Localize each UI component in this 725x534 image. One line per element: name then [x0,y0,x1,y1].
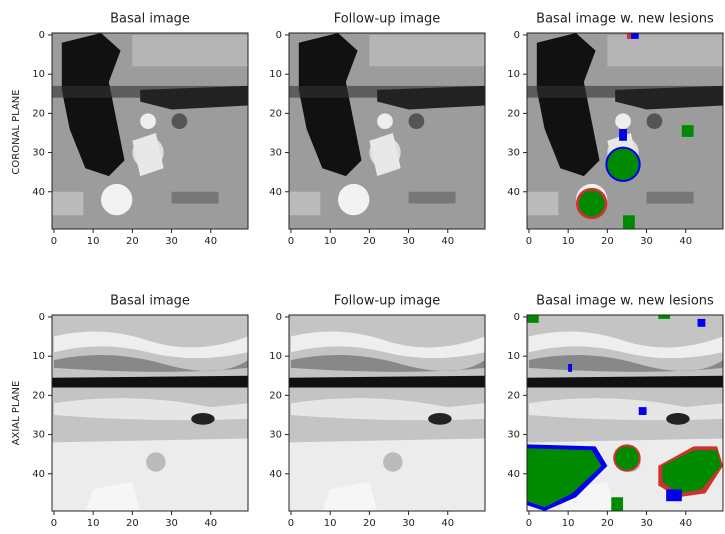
y-tick-label: 30 [269,148,282,159]
x-tick-label: 20 [126,236,139,247]
y-tick-label: 40 [32,469,45,480]
y-tick-label: 0 [276,30,282,41]
y-tick-label: 40 [507,469,520,480]
x-tick-label: 30 [402,518,415,529]
panel-title: Basal image w. new lesions [536,12,714,27]
y-tick-label: 30 [32,148,45,159]
x-tick-label: 40 [204,236,217,247]
x-tick-label: 10 [87,236,100,247]
x-tick-label: 40 [679,236,692,247]
panel-title: Follow-up image [334,12,441,27]
x-tick-label: 10 [324,518,337,529]
panel-title: Basal image [110,12,190,27]
panel-title: Basal image w. new lesions [536,294,714,309]
panel-title: Basal image [110,294,190,309]
panel-title: Follow-up image [334,294,441,309]
y-tick-label: 40 [32,187,45,198]
y-tick-label: 20 [507,390,520,401]
x-tick-label: 30 [640,518,653,529]
x-tick-label: 20 [363,236,376,247]
x-tick-label: 10 [324,236,337,247]
x-tick-label: 30 [165,518,178,529]
figure: CORONAL PLANE AXIAL PLANE Basal image 0 10… [0,0,725,534]
y-tick-label: 20 [32,390,45,401]
y-tick-label: 40 [269,187,282,198]
y-tick-label: 0 [514,312,520,323]
x-tick-label: 30 [402,236,415,247]
x-tick-label: 20 [126,518,139,529]
x-tick-label: 20 [601,518,614,529]
x-tick-label: 40 [679,518,692,529]
x-tick-label: 0 [288,518,294,529]
y-tick-label: 0 [39,312,45,323]
y-tick-label: 10 [507,351,520,362]
x-tick-label: 40 [441,236,454,247]
y-tick-label: 30 [507,430,520,441]
x-tick-label: 0 [288,236,294,247]
x-tick-label: 20 [363,518,376,529]
x-tick-label: 30 [640,236,653,247]
x-tick-label: 0 [526,518,532,529]
y-tick-label: 30 [32,430,45,441]
x-tick-label: 30 [165,236,178,247]
image [52,315,248,511]
x-tick-label: 10 [562,236,575,247]
y-tick-label: 20 [269,108,282,119]
x-tick-label: 20 [601,236,614,247]
y-tick-label: 20 [32,108,45,119]
y-tick-label: 10 [32,351,45,362]
x-tick-label: 40 [441,518,454,529]
x-tick-label: 10 [562,518,575,529]
y-tick-label: 30 [507,148,520,159]
y-tick-label: 0 [39,30,45,41]
image [52,33,250,229]
y-tick-label: 30 [269,430,282,441]
y-tick-label: 20 [269,390,282,401]
x-tick-label: 0 [526,236,532,247]
y-tick-label: 10 [269,351,282,362]
x-tick-label: 0 [51,236,57,247]
image [289,33,487,229]
x-tick-label: 40 [204,518,217,529]
y-tick-label: 10 [269,69,282,80]
image [289,315,485,511]
row-label: AXIAL PLANE [11,381,22,446]
x-tick-label: 10 [87,518,100,529]
page: CORONAL PLANE AXIAL PLANE Basal image 0 10… [0,0,725,534]
y-tick-label: 10 [32,69,45,80]
row-label: CORONAL PLANE [11,89,22,174]
y-tick-label: 0 [276,312,282,323]
y-tick-label: 10 [507,69,520,80]
y-tick-label: 20 [507,108,520,119]
y-tick-label: 40 [269,469,282,480]
y-tick-label: 0 [514,30,520,41]
y-tick-label: 40 [507,187,520,198]
x-tick-label: 0 [51,518,57,529]
